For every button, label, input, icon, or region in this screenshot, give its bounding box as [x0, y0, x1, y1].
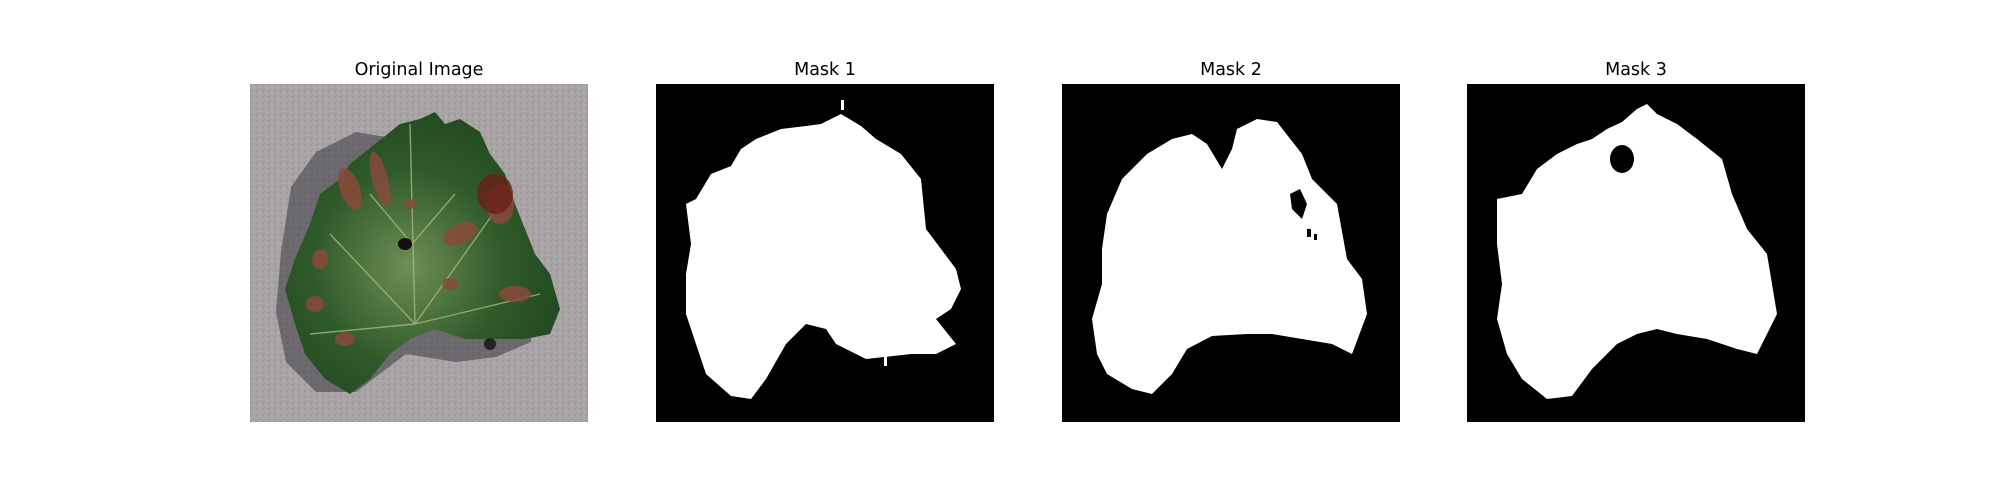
panel-title: Mask 2 [1200, 60, 1262, 80]
panel-title: Mask 3 [1605, 60, 1667, 80]
panel-mask-2: Mask 2 [1062, 0, 1400, 500]
mask-region [1092, 119, 1367, 394]
panel-original-image: Original Image [250, 0, 588, 500]
mask-1-image [656, 84, 994, 422]
mask-region [1497, 104, 1777, 399]
mask-2-image [1062, 84, 1400, 422]
mask-region [686, 114, 961, 399]
mask-3-image [1467, 84, 1805, 422]
original-leaf-photo [250, 84, 588, 422]
panel-title: Mask 1 [794, 60, 856, 80]
panel-mask-1: Mask 1 [656, 0, 994, 500]
panel-title: Original Image [354, 60, 484, 80]
panel-mask-3: Mask 3 [1467, 0, 1805, 500]
